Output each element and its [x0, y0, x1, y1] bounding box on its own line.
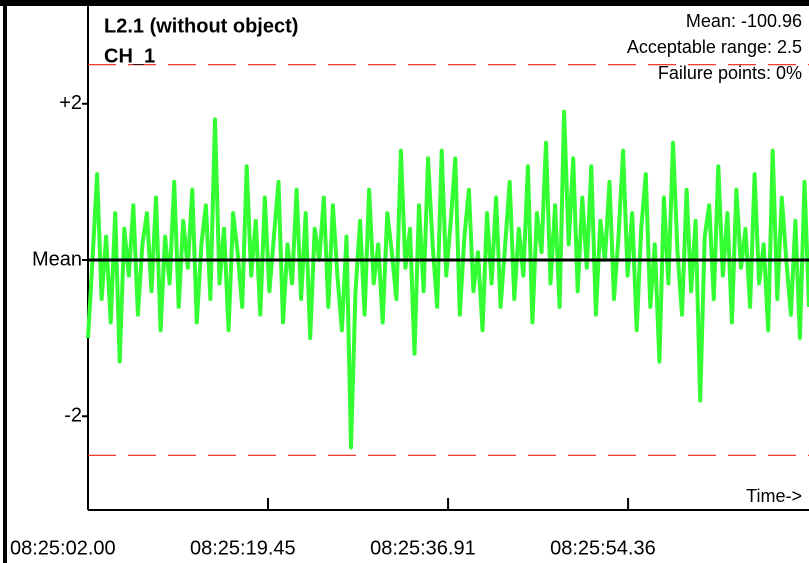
annotation: Failure points: 0% — [658, 63, 802, 83]
y-tick-label: Mean — [32, 248, 82, 270]
y-tick-label: +2 — [59, 92, 82, 114]
annotation: Acceptable range: 2.5 — [627, 37, 802, 57]
data-line — [86, 109, 809, 450]
x-tick-label: 08:25:02.00 — [10, 537, 116, 559]
chart-subtitle: CH_1 — [104, 45, 155, 67]
x-axis-label: Time-> — [746, 486, 802, 506]
plot-area — [86, 64, 809, 456]
y-tick-label: -2 — [64, 405, 82, 427]
annotation: Mean: -100.96 — [686, 11, 802, 31]
x-tick-label: 08:25:36.91 — [370, 537, 476, 559]
x-tick-label: 08:25:54.36 — [550, 537, 656, 559]
chart-title: L2.1 (without object) — [104, 15, 298, 37]
x-tick-label: 08:25:19.45 — [190, 537, 296, 559]
